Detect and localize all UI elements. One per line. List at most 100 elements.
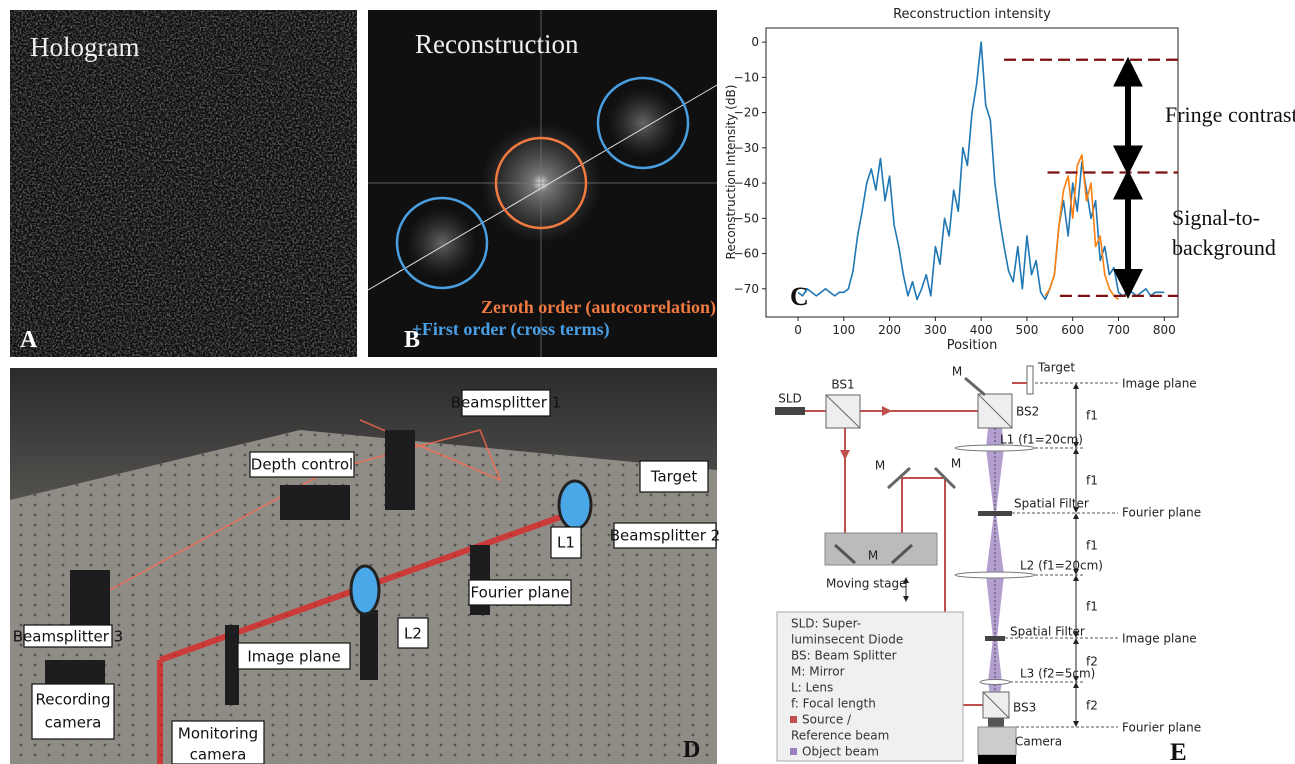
spatial-filter [978,511,1012,516]
photo-label: L1 [557,534,575,552]
panel-a: Hologram A [10,10,357,357]
y-tick-label: −70 [734,282,759,296]
component-label: BS1 [831,378,854,392]
distance-label: f2 [1086,655,1098,669]
plot-frame [766,28,1178,317]
photo-label: Monitoring [178,725,258,743]
annotation: Fringe contrast [1165,102,1295,127]
component-label: L3 (f2=5cm) [1020,667,1095,681]
photo-label: Depth control [251,456,353,474]
legend-text: M: Mirror [791,665,845,679]
y-tick-label: −10 [734,70,759,84]
plane-label: Fourier plane [1122,721,1201,735]
component-label: BS2 [1016,405,1039,419]
component-label: Target [1037,361,1075,375]
x-tick-label: 400 [970,323,993,337]
panel-title: Hologram [30,32,139,62]
x-tick-label: 200 [878,323,901,337]
component-label: Camera [1015,735,1062,749]
lens [980,680,1010,685]
moving-stage [825,533,937,565]
camera [978,727,1016,755]
component-label: M [951,457,961,471]
legend-text: Reference beam [791,729,889,743]
lens [955,572,1035,578]
data-line [1045,155,1118,300]
photo-label: Beamsplitter 2 [610,527,720,545]
legend-text: L: Lens [791,681,833,695]
distance-label: f1 [1086,539,1098,553]
camera-mount [988,718,1004,727]
y-tick-label: −20 [734,106,759,120]
spatial-filter [985,636,1005,641]
legend-text: f: Focal length [791,697,876,711]
panel-label: D [683,737,700,763]
component-label: L2 (f1=20cm) [1020,559,1103,573]
photo-label: Recording [35,691,110,709]
annotation: background [1172,235,1276,260]
beam-arrow [840,450,850,460]
y-tick-label: −60 [734,247,759,261]
x-tick-label: 700 [1107,323,1130,337]
component-label: M [875,459,885,473]
x-tick-label: 500 [1015,323,1038,337]
photo-label: Beamsplitter 1 [451,394,561,412]
y-tick-label: −40 [734,176,759,190]
distance-label: f2 [1086,699,1098,713]
photo-label: Target [650,468,698,486]
y-tick-label: 0 [751,35,759,49]
hologram-texture [10,10,357,357]
panel-c: Reconstruction intensity Position Recons… [724,7,1295,353]
panel-b: Reconstruction Zeroth order (autocorrela… [368,10,717,357]
legend-text: Object beam [802,745,879,759]
panel-label: E [1170,739,1187,764]
plane-label: Image plane [1122,632,1197,646]
photo-label: Fourier plane [471,584,570,602]
legend-text: luminsecent Diode [791,633,903,647]
x-tick-label: 100 [832,323,855,337]
x-tick-label: 600 [1061,323,1084,337]
x-axis-label: Position [947,338,998,353]
panel-d: Beamsplitter 1 Depth control Target Beam… [10,368,720,764]
lens [559,481,591,529]
legend-swatch [790,748,797,755]
legend-text: Zeroth order (autocorrelation) [481,297,716,318]
panel-label: C [790,282,809,311]
photo-label: L2 [404,625,422,643]
cross-term-glow [407,208,477,278]
chart-title: Reconstruction intensity [893,7,1051,22]
legend-text: BS: Beam Splitter [791,649,897,663]
panel-title: Reconstruction [415,29,579,59]
y-tick-label: −30 [734,141,759,155]
annotation: Signal-to- [1172,205,1260,230]
x-tick-label: 800 [1153,323,1176,337]
panel-e: SLD BS1 BS2 Target M M M M M L1 (f1=20cm… [775,361,1201,764]
component-label: Moving stage [826,577,906,591]
legend-text: SLD: Super- [791,617,861,631]
lens [351,566,379,614]
component-label: BS3 [1013,701,1036,715]
component-label: Spatial Filter [1014,497,1089,511]
cross-term-glow [608,88,678,158]
photo-label: camera [45,714,102,732]
component-label: Spatial Filter [1010,625,1085,639]
distance-label: f1 [1086,474,1098,488]
panel-label: B [404,327,420,353]
camera-base [978,755,1016,764]
component-label: M [868,549,878,563]
data-line [798,42,1164,299]
distance-label: f1 [1086,600,1098,614]
x-tick-label: 300 [924,323,947,337]
sld [775,407,805,415]
x-tick-label: 0 [794,323,802,337]
plane-label: Fourier plane [1122,506,1201,520]
component-label: M [952,365,962,379]
legend-text: ±First order (cross terms) [412,319,610,340]
photo-label: Beamsplitter 3 [13,628,123,646]
y-tick-label: −50 [734,211,759,225]
mirror [965,378,985,395]
component-label: SLD [778,392,802,406]
legend-swatch [790,716,797,723]
beam-arrow [882,406,892,416]
panel-label: A [20,327,38,353]
